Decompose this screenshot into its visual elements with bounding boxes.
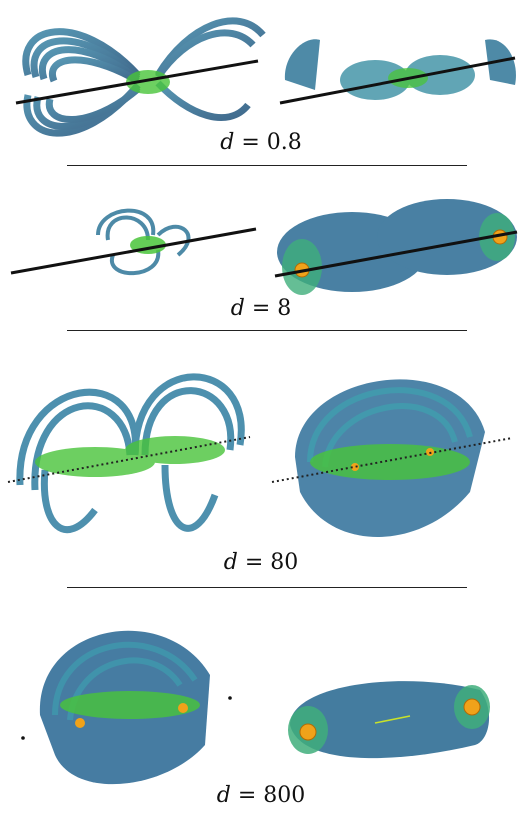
axis-line xyxy=(274,230,518,278)
caption-row2: d = 8 xyxy=(0,296,522,321)
divider-rule xyxy=(67,330,467,331)
sphere-marker xyxy=(75,718,85,728)
ring-structure-figure xyxy=(271,379,513,537)
ring-structure-figure xyxy=(288,681,490,759)
caption-row3: d = 80 xyxy=(0,550,522,575)
point-marker xyxy=(228,696,232,700)
caption-row1: d = 0.8 xyxy=(0,130,522,155)
dotted-axis-line xyxy=(7,436,251,483)
row1-left-panel xyxy=(8,5,268,165)
axis-line xyxy=(279,56,516,105)
caption-value: = 8 xyxy=(251,296,292,321)
divider-rule xyxy=(67,165,467,166)
row2-right-panel xyxy=(272,182,520,317)
sphere-marker xyxy=(351,463,359,471)
caption-row4: d = 800 xyxy=(0,783,522,808)
ring-structure-figure xyxy=(15,17,266,137)
sphere-marker xyxy=(299,723,317,741)
axis-line xyxy=(10,227,257,275)
caption-value: = 80 xyxy=(244,550,299,575)
row4-left-panel xyxy=(15,605,245,795)
dotted-axis-line xyxy=(271,437,513,483)
caption-value: = 800 xyxy=(237,783,306,808)
ring-structure-figure xyxy=(7,373,251,534)
row3-right-panel xyxy=(270,352,520,557)
sphere-marker xyxy=(463,698,481,716)
caption-variable: d xyxy=(216,783,231,808)
axis-segment xyxy=(374,715,411,724)
row4-right-panel xyxy=(280,670,495,765)
caption-variable: d xyxy=(230,296,245,321)
axis-line xyxy=(15,59,259,105)
row2-left-panel xyxy=(8,195,263,290)
ring-structure-figure xyxy=(279,39,516,105)
ring-structure-figure xyxy=(274,199,518,295)
caption-variable: d xyxy=(223,550,238,575)
sphere-marker xyxy=(426,448,434,456)
divider-rule xyxy=(67,587,467,588)
point-marker xyxy=(21,736,25,740)
row1-right-panel xyxy=(275,30,520,120)
ring-structure-figure xyxy=(10,208,257,276)
caption-value: = 0.8 xyxy=(241,130,302,155)
caption-variable: d xyxy=(220,130,235,155)
sphere-marker xyxy=(178,703,188,713)
ring-structure-figure xyxy=(21,630,232,785)
row3-left-panel xyxy=(5,345,263,560)
